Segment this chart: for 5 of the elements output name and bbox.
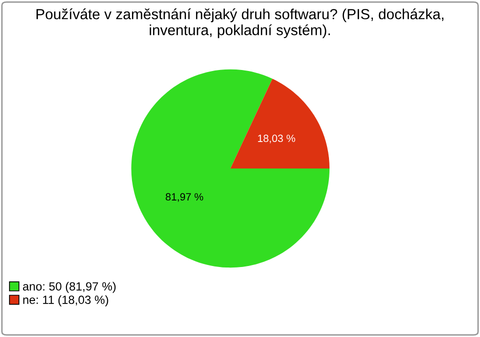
data-label: 18,03 % xyxy=(258,134,296,144)
legend-label: ne: 11 (18,03 %) xyxy=(23,295,108,306)
legend-label: ano: 50 (81,97 %) xyxy=(22,282,116,293)
data-label: 81,97 % xyxy=(166,193,204,202)
chart-title: Používáte v zaměstnání nějaký druh softwaru? (PIS, docházka, inventura, pokladní systém). xyxy=(36,8,444,38)
